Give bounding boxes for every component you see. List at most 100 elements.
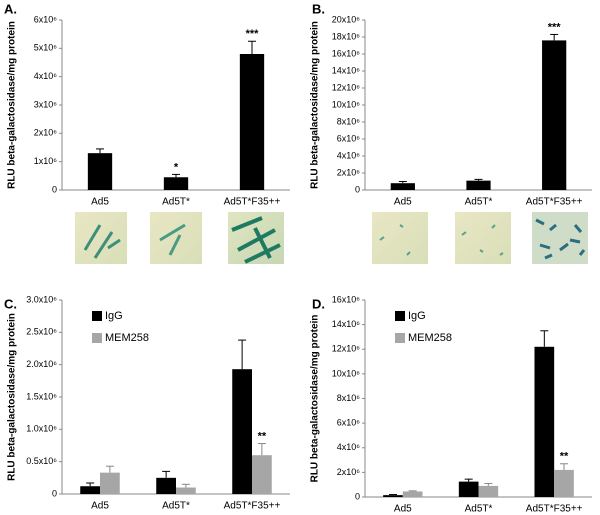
y-tick-label: 2x10⁶: [337, 167, 361, 177]
x-tick-label: Ad5: [394, 197, 412, 208]
y-tick-label: 8x10⁶: [337, 116, 361, 126]
y-tick-label: 4x10⁶: [337, 442, 361, 452]
bar: [232, 369, 252, 494]
bar: [239, 54, 265, 190]
x-tick-label: Ad5: [91, 501, 109, 512]
panel-label: C.: [4, 296, 17, 311]
y-tick-label: 6x10⁶: [337, 418, 361, 428]
error-bar: [257, 443, 266, 456]
y-tick-label: 6x10⁶: [337, 133, 361, 143]
error-bar: [162, 470, 171, 478]
significance-label: **: [560, 451, 569, 463]
cell-stain: [83, 224, 121, 259]
error-bar: [105, 465, 114, 473]
panel-label: A.: [4, 1, 17, 16]
bar: [252, 455, 272, 494]
y-tick-label: 12x10⁶: [332, 344, 361, 354]
bar: [390, 183, 415, 190]
legend-swatch: [395, 311, 405, 321]
y-tick-label: 2x10⁶: [34, 128, 58, 138]
legend-swatch: [395, 333, 405, 343]
y-tick-label: 8x10⁶: [337, 393, 361, 403]
y-tick-label: 20x10⁶: [332, 14, 361, 24]
y-tick-label: 16x10⁶: [332, 294, 361, 304]
x-tick-label: Ad5T*F35++: [526, 197, 583, 208]
y-tick-label: 16x10⁶: [332, 48, 361, 58]
bar: [176, 487, 196, 494]
micrograph: [532, 212, 588, 264]
micrograph: [455, 212, 511, 264]
y-tick-label: 4x10⁶: [337, 150, 361, 160]
micrographs-a: [75, 212, 284, 264]
bar: [156, 477, 176, 494]
x-tick-label: Ad5T*F35++: [224, 501, 281, 512]
bar: [534, 346, 555, 497]
cell-stain: [461, 224, 504, 256]
legend-label: IgG: [105, 310, 123, 322]
y-tick-label: 1x10⁶: [34, 156, 58, 166]
y-tick-label: 6x10⁶: [34, 14, 58, 24]
y-tick-label: 10x10⁶: [332, 99, 361, 109]
y-tick-label: 0: [355, 184, 360, 194]
cell-stain: [231, 216, 281, 264]
error-bar: [560, 463, 569, 470]
x-tick-label: Ad5T*: [162, 197, 190, 208]
error-bar: [398, 181, 407, 184]
y-axis-label: RLU beta-galactosidase/mg protein: [7, 313, 18, 481]
x-tick-label: Ad5T*F35++: [224, 197, 281, 208]
y-tick-label: 18x10⁶: [332, 31, 361, 41]
micrographs-b: [372, 212, 588, 264]
y-tick-label: 0: [52, 488, 57, 498]
error-bar: [248, 40, 256, 54]
error-bar: [550, 33, 559, 41]
y-tick-label: 5x10⁶: [34, 43, 58, 53]
error-bar: [464, 478, 473, 482]
x-tick-label: Ad5: [91, 197, 109, 208]
y-tick-label: 2.5x10⁶: [26, 327, 57, 337]
y-tick-label: 3x10⁶: [34, 99, 58, 109]
bar: [458, 481, 479, 497]
y-tick-label: 1.0x10⁶: [26, 424, 57, 434]
y-tick-label: 0: [355, 491, 360, 501]
y-axis-label: RLU beta-galactosidase/mg protein: [310, 315, 321, 483]
legend-swatch: [92, 311, 102, 321]
micrograph: [75, 212, 127, 264]
significance-label: *: [174, 161, 179, 173]
significance-label: ***: [246, 28, 260, 40]
bar: [542, 40, 567, 191]
legend-label: IgG: [408, 310, 426, 322]
significance-label: ***: [548, 21, 562, 33]
bar: [478, 485, 499, 497]
y-tick-label: 4x10⁶: [34, 71, 58, 81]
y-axis-label: RLU beta-galactosidase/mg protein: [7, 21, 18, 189]
x-tick-label: Ad5T*: [162, 501, 190, 512]
error-bar: [96, 148, 104, 154]
bar: [402, 491, 423, 497]
bar: [383, 495, 403, 497]
y-axis-label: RLU beta-galactosidase/mg protein: [310, 21, 321, 189]
significance-label: **: [258, 430, 267, 442]
error-bar: [238, 339, 247, 370]
y-tick-label: 3.0x10⁶: [26, 294, 57, 304]
bar: [554, 469, 574, 497]
y-tick-label: 2x10⁶: [337, 467, 361, 477]
y-tick-label: 14x10⁶: [332, 319, 361, 329]
panel-label: D.: [312, 296, 325, 311]
bar: [87, 153, 113, 190]
y-tick-label: 14x10⁶: [332, 65, 361, 75]
legend-swatch: [92, 333, 102, 343]
cell-stain: [535, 218, 586, 260]
micrograph: [150, 212, 202, 264]
panel-label: B.: [312, 1, 325, 16]
micrograph: [372, 212, 428, 264]
y-tick-label: 1.5x10⁶: [26, 391, 57, 401]
x-tick-label: Ad5T*: [465, 197, 493, 208]
legend-label: MEM258: [105, 332, 149, 344]
cell-stain: [159, 223, 186, 256]
bar: [163, 177, 189, 190]
error-bar: [388, 494, 397, 496]
error-bar: [474, 178, 483, 181]
y-tick-label: 0.5x10⁶: [26, 456, 57, 466]
y-tick-label: 12x10⁶: [332, 82, 361, 92]
